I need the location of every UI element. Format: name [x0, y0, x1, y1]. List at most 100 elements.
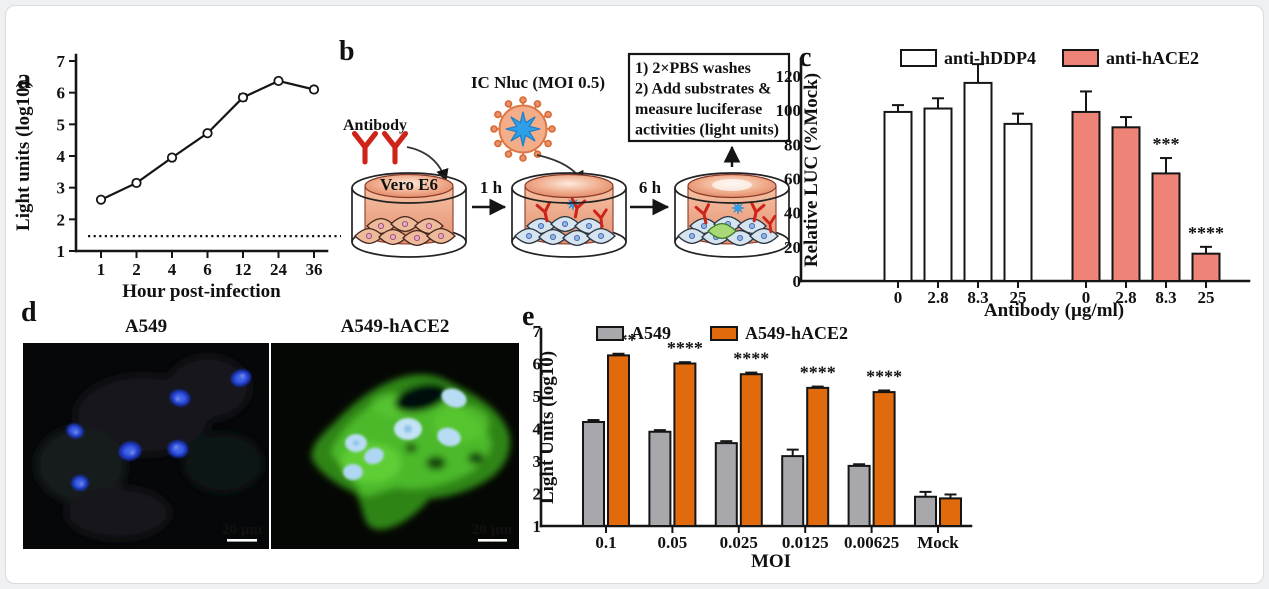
protocol-line-1: 1) 2×PBS washes	[635, 60, 751, 77]
x-tick-label: 0	[894, 288, 903, 307]
y-tick-label: 5	[533, 387, 542, 406]
incubation-1h-label: 1 h	[480, 178, 503, 197]
y-tick-label: 6	[57, 84, 66, 103]
bar-A549-hACE2-0.1	[607, 354, 630, 527]
virus-icon	[490, 96, 556, 162]
bar-A549-hACE2-0.05	[673, 362, 697, 527]
scale-bar	[227, 539, 257, 542]
data-point	[131, 177, 142, 189]
y-tick-label: 7	[533, 322, 542, 341]
x-tick-label: 2	[132, 260, 141, 279]
data-point	[95, 194, 107, 205]
scale-bar-label: 20 µm	[472, 522, 512, 538]
y-tick-label: 6	[533, 355, 542, 374]
x-tick-label: 0.00625	[844, 533, 899, 552]
bar-anti-hACE2-25	[1191, 252, 1221, 283]
x-tick-label: 25	[1198, 288, 1215, 307]
y-tick-label: 3	[533, 452, 542, 471]
significance-stars: ****	[733, 349, 769, 369]
dish-infected	[674, 172, 790, 258]
light-units-bar-chart: 1234567********************0.10.050.0250…	[533, 322, 973, 572]
data-point	[273, 75, 284, 87]
significance-stars: ****	[800, 363, 836, 383]
panel-label-d: d	[21, 297, 37, 328]
significance-stars: ****	[667, 338, 703, 358]
y-tick-label: 80	[784, 135, 801, 154]
x-tick-label: 0.0125	[782, 533, 829, 552]
micro-title-a549: A549	[124, 316, 168, 337]
light-blue-nuclei	[343, 388, 467, 480]
bar-anti-hDDP4-8.3	[963, 81, 993, 282]
data-point	[202, 128, 213, 139]
bar-anti-hACE2-2.8	[1111, 126, 1141, 282]
data-point	[308, 84, 320, 95]
legend-label: anti-hDDP4	[944, 48, 1036, 68]
y-tick-label: 40	[784, 204, 801, 223]
antibody-label: Antibody	[343, 117, 407, 134]
incubation-6h-label: 6 h	[639, 178, 662, 197]
protocol-line-2: 2) Add substrates &	[635, 81, 771, 98]
y-axis-label: Light Units (log10)	[537, 351, 558, 504]
y-tick-label: 3	[57, 179, 66, 198]
y-tick-label: 120	[776, 67, 802, 86]
panel-label-b: b	[339, 36, 355, 67]
bar-anti-hACE2-0	[1071, 110, 1101, 282]
y-axis-label: Light units (log10)	[13, 81, 34, 231]
x-tick-label: 36	[306, 260, 323, 279]
x-tick-label: 1	[97, 260, 106, 279]
x-tick-label: 8.3	[967, 288, 988, 307]
y-tick-label: 4	[57, 147, 66, 166]
y-tick-label: 2	[533, 485, 542, 504]
green-cell-mass	[311, 374, 511, 530]
y-tick-label: 4	[533, 420, 542, 439]
bar-A549-0.00625	[847, 464, 871, 527]
x-tick-label: 2.8	[927, 288, 948, 307]
data-point	[237, 92, 249, 103]
significance-stars: ****	[1188, 223, 1224, 243]
virus-label: IC Nluc (MOI 0.5)	[471, 73, 605, 92]
x-tick-label: Mock	[917, 533, 959, 552]
x-tick-label: 0.1	[595, 533, 616, 552]
x-tick-label: 25	[1010, 288, 1027, 307]
micro-title-a549-hace2: A549-hACE2	[340, 316, 450, 337]
y-tick-label: 20	[784, 238, 801, 257]
bar-anti-hACE2-8.3	[1151, 172, 1181, 283]
protocol-line-4: activities (light units)	[635, 122, 779, 139]
legend-label: anti-hACE2	[1106, 48, 1199, 68]
x-tick-label: 0.025	[720, 533, 758, 552]
significance-stars: ****	[866, 366, 902, 386]
protocol-box	[627, 52, 791, 143]
x-axis-label: Antibody (µg/ml)	[984, 300, 1124, 321]
antibody-icon	[355, 134, 406, 163]
bar-anti-hDDP4-25	[1003, 122, 1033, 283]
bar-A549-0.025	[714, 442, 738, 527]
x-axis-label: MOI	[751, 551, 791, 572]
bar-A549-hACE2-Mock	[939, 497, 962, 527]
x-tick-label: 4	[168, 260, 177, 279]
fluorescence-image-a549-hace2: 20 µm	[271, 343, 519, 549]
y-tick-label: 100	[776, 101, 802, 120]
legend-swatch-A549-hACE2	[710, 326, 738, 341]
panel-label-e: e	[522, 301, 535, 332]
x-axis-label: Hour post-infection	[122, 281, 281, 302]
bar-anti-hDDP4-0	[883, 110, 913, 282]
dish-label: Vero E6	[380, 175, 438, 194]
bar-A549-0.0125	[781, 455, 805, 527]
x-tick-label: 12	[235, 260, 252, 279]
y-axis-label: Relative LUC (%Mock)	[801, 73, 822, 267]
bar-A549-hACE2-0.00625	[872, 391, 896, 527]
scale-bar	[478, 539, 507, 542]
y-tick-label: 1	[57, 242, 66, 261]
legend-swatch-anti-hDDP4	[900, 49, 937, 67]
figure-card: a b c d e 1 2 3 4 5 6 7 1 2 4 6 12 24 36 Hour post-inf…	[5, 5, 1264, 584]
y-tick-label: 1	[533, 517, 542, 536]
experiment-workflow-diagram: Antibody IC Nluc (MOI 0.5)	[343, 52, 791, 258]
dish-antibody-virus	[511, 172, 627, 258]
data-point	[166, 152, 178, 163]
x-tick-label: 8.3	[1155, 288, 1176, 307]
panel-label-a: a	[17, 64, 31, 95]
bar-A549-0.1	[582, 421, 605, 527]
dish-vero-e6: Vero E6	[351, 172, 467, 258]
bar-anti-hDDP4-2.8	[923, 107, 953, 283]
